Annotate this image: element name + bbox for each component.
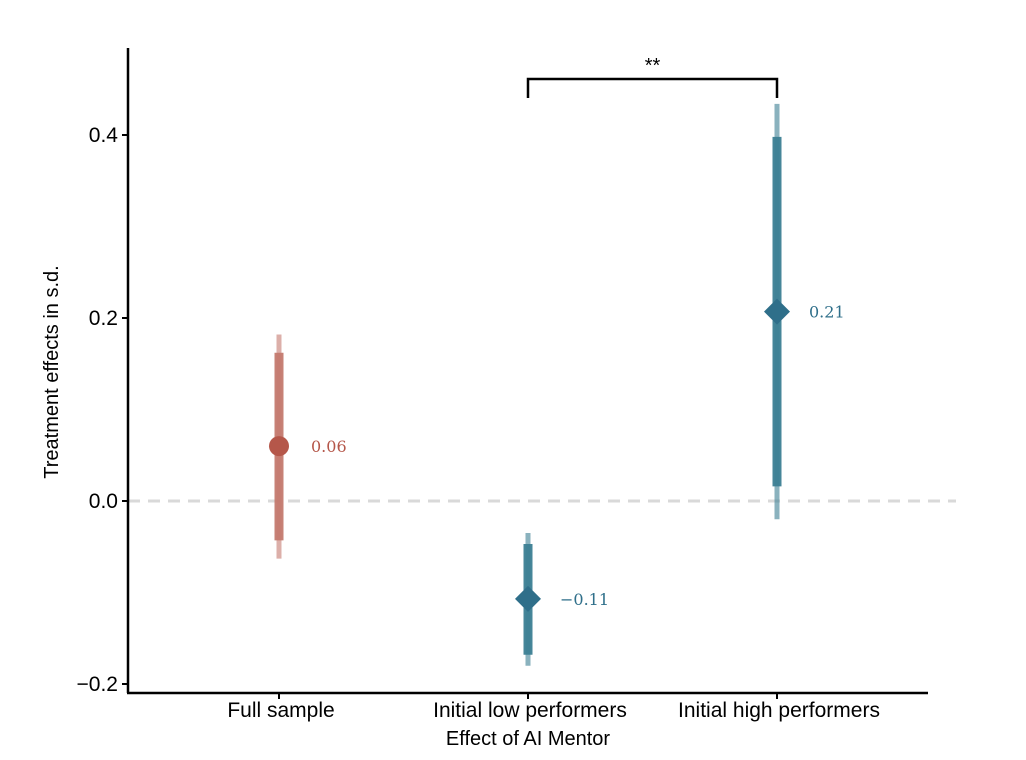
data-label: −0.11 bbox=[560, 590, 609, 609]
y-tick-label: 0.2 bbox=[89, 307, 118, 330]
data-label: 0.21 bbox=[809, 303, 845, 322]
estimate-point bbox=[515, 585, 541, 612]
estimate-point bbox=[269, 436, 289, 457]
significance-bracket bbox=[526, 77, 779, 98]
x-tick-label: Initial low performers bbox=[433, 699, 627, 722]
x-tick-label: Full sample bbox=[227, 699, 334, 722]
x-tick-label: Initial high performers bbox=[678, 699, 880, 722]
y-tick-label: 0.4 bbox=[89, 124, 119, 147]
x-axis-title: Effect of AI Mentor bbox=[446, 728, 611, 750]
estimate-point bbox=[764, 298, 790, 325]
y-tick-label: 0.0 bbox=[89, 490, 118, 513]
y-axis-title: Treatment effects in s.d. bbox=[41, 265, 63, 478]
significance-label: ** bbox=[645, 55, 661, 77]
y-tick-label: −0.2 bbox=[77, 673, 118, 696]
data-label: 0.06 bbox=[311, 437, 347, 456]
